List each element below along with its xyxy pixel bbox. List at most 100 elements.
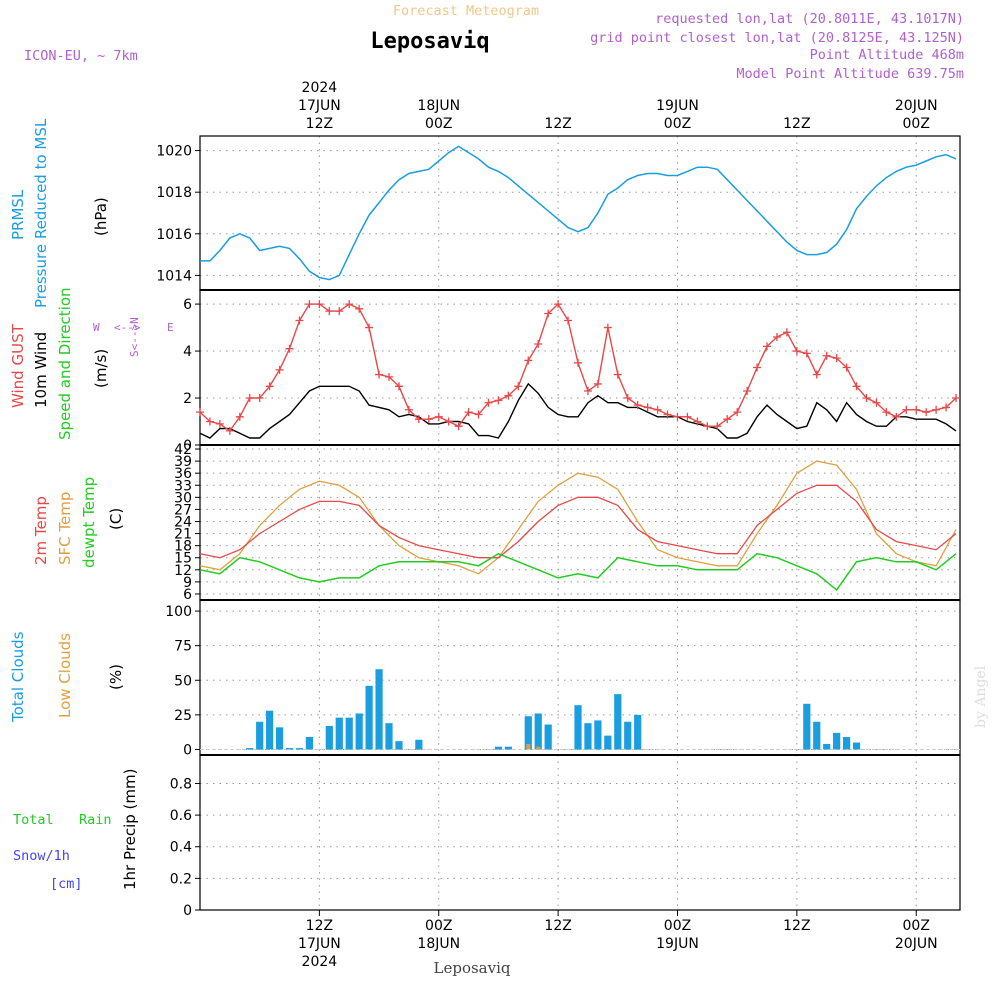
gust-marker xyxy=(494,396,503,405)
gust-marker xyxy=(564,316,573,325)
gust-marker xyxy=(932,405,941,414)
total-cloud-bar xyxy=(295,748,304,750)
total-cloud-bar xyxy=(833,732,841,750)
wind-speed-dir-label: Speed and Direction xyxy=(56,287,74,440)
gust-marker xyxy=(275,365,284,374)
y-tick-label: 0.6 xyxy=(170,808,192,824)
top-time-label: 12Z xyxy=(544,116,571,132)
gust-marker xyxy=(504,391,513,400)
top-time-label: 18JUN xyxy=(417,98,460,114)
panel-frame xyxy=(199,754,961,911)
top-time-label: 12Z xyxy=(783,116,810,132)
top-time-label: 19JUN xyxy=(656,98,699,114)
gust-marker xyxy=(444,417,453,426)
total-clouds-label: Total Clouds xyxy=(9,631,27,723)
gust-marker xyxy=(733,408,742,417)
gust-marker xyxy=(892,412,901,421)
wind-gust-label: Wind GUST xyxy=(9,323,27,408)
gust-marker xyxy=(215,419,224,428)
prmsl-label: PRMSL xyxy=(9,189,27,240)
gust-marker xyxy=(792,347,801,356)
total-cloud-bar xyxy=(494,746,503,750)
cloud-unit: (%) xyxy=(107,664,125,690)
total-cloud-bar xyxy=(385,723,393,750)
y-tick-label: 39 xyxy=(174,454,192,470)
svg-text:<-->: <--> xyxy=(114,321,141,334)
dewpt-label: dewpt Temp xyxy=(80,477,98,568)
gust-marker xyxy=(603,323,612,332)
gust-marker xyxy=(653,405,662,414)
bottom-time-label: 19JUN xyxy=(656,936,699,952)
gust-marker xyxy=(703,422,712,431)
gust-marker xyxy=(772,332,781,341)
gust-marker xyxy=(345,300,354,309)
total-cloud-bar xyxy=(823,743,831,750)
total-cloud-bar xyxy=(305,737,314,750)
low-cloud-bar xyxy=(536,746,541,750)
wind-10m-line xyxy=(199,382,957,439)
gust-marker xyxy=(822,351,831,360)
gust-marker xyxy=(255,394,264,403)
gust-marker xyxy=(385,372,394,381)
gust-marker xyxy=(265,382,274,391)
total-cloud-bar xyxy=(375,669,383,750)
credit-watermark: by Angel xyxy=(973,665,989,728)
bottom-time-label: 2024 xyxy=(302,954,338,970)
pressure-labels: PRMSL Pressure Reduced to MSL (hPa) xyxy=(9,118,110,308)
y-tick-label: 15 xyxy=(174,551,192,567)
total-cloud-bar xyxy=(842,737,851,750)
gust-marker xyxy=(842,363,851,372)
gust-marker xyxy=(952,394,961,403)
y-tick-label: 33 xyxy=(174,478,192,494)
total-cloud-bar xyxy=(345,717,353,750)
bottom-time-label: 18JUN xyxy=(417,936,460,952)
total-cloud-bar xyxy=(534,713,542,750)
gust-marker xyxy=(633,401,642,410)
bottom-time-label: 00Z xyxy=(903,918,930,934)
top-time-label: 2024 xyxy=(302,80,338,96)
gust-marker xyxy=(404,405,413,414)
svg-text:W: W xyxy=(93,321,100,334)
gust-marker xyxy=(325,307,334,316)
gust-marker xyxy=(225,426,234,435)
y-tick-label: 1014 xyxy=(156,268,192,284)
gust-marker xyxy=(235,412,244,421)
bottom-time-label: 00Z xyxy=(425,918,452,934)
top-time-label: 17JUN xyxy=(298,98,341,114)
pressure-unit: (hPa) xyxy=(92,197,110,236)
gust-marker xyxy=(782,328,791,337)
top-time-label: 20JUN xyxy=(895,98,938,114)
gust-marker xyxy=(285,344,294,353)
model-altitude: Model Point Altitude 639.75m xyxy=(736,66,964,82)
gust-marker xyxy=(514,382,523,391)
y-tick-label: 25 xyxy=(174,708,192,724)
y-tick-label: 0 xyxy=(183,903,192,919)
gust-marker xyxy=(574,358,583,367)
low-cloud-bar xyxy=(526,743,531,750)
gust-marker xyxy=(196,408,204,417)
low-clouds-label: Low Clouds xyxy=(56,633,74,718)
super-title: Forecast Meteogram xyxy=(393,3,539,19)
total-cloud-bar xyxy=(544,724,552,750)
pressure-msl-label: Pressure Reduced to MSL xyxy=(32,118,50,308)
y-tick-label: 9 xyxy=(183,575,192,591)
y-tick-label: 18 xyxy=(174,539,192,555)
total-cloud-bar xyxy=(584,723,592,750)
gust-marker xyxy=(295,316,304,325)
y-tick-label: 2 xyxy=(183,391,192,407)
compass-icon: W <--> E S<-->N xyxy=(93,317,174,357)
temp-unit: (C) xyxy=(107,508,125,530)
total-cloud-bar xyxy=(355,713,363,750)
svg-text:S<-->N: S<-->N xyxy=(128,317,141,357)
gust-marker xyxy=(663,410,672,419)
y-tick-label: 0.4 xyxy=(170,840,192,856)
gust-marker xyxy=(474,410,483,419)
gust-marker xyxy=(673,412,682,421)
gust-marker xyxy=(414,415,423,424)
gust-marker xyxy=(832,354,841,363)
gust-marker xyxy=(902,405,911,414)
snow-label: Snow/1h xyxy=(13,848,70,864)
bottom-time-label: 17JUN xyxy=(298,936,341,952)
gust-marker xyxy=(315,300,324,309)
